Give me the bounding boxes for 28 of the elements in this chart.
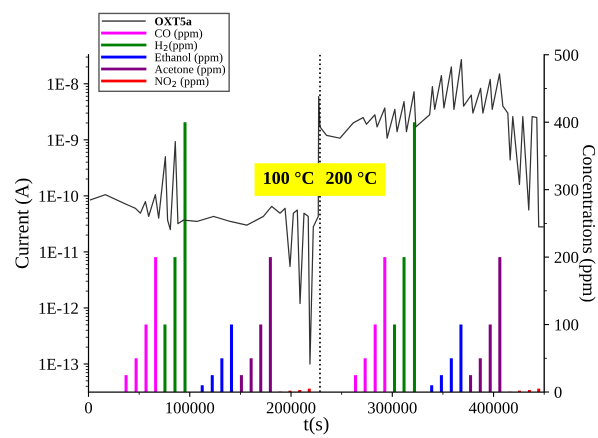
y-tick-label: 1E-9 [48,134,78,146]
x-tick-label: 200000 [266,402,316,414]
legend-label: Ethanol (ppm) [154,53,222,64]
y2-tick-label: 0 [554,386,562,398]
x-axis-title: t(s) [304,416,328,434]
y-tick-label: 1E-13 [40,358,78,370]
legend-label: OXT5a [155,17,192,26]
y-tick-label: 1E-11 [40,246,78,258]
y-tick-label: 1E-8 [48,78,78,90]
y-tick-label: 1E-12 [40,302,78,314]
y2-axis-title: Concentrations (ppm) [579,145,596,302]
legend-label: H$_{2}$(ppm) [154,40,197,52]
x-tick-label: 0 [84,402,92,414]
y-tick-label: 1E-10 [40,190,78,202]
y2-tick-label: 400 [554,116,578,128]
y2-tick-label: 200 [554,252,578,264]
x-tick-label: 100000 [166,402,214,414]
x-tick-label: 300000 [368,402,417,414]
legend-label: Acetone (ppm) [154,64,226,76]
annotation: 200 °C [326,172,376,184]
y2-tick-label: 100 [555,319,578,331]
y-axis-title: Current (A) [14,178,32,268]
legend-label: NO$_{2}$ (ppm) [154,76,208,88]
legend-label: CO (ppm) [154,29,202,40]
x-tick-label: 400000 [468,402,518,414]
annotation: 100 °C [264,172,314,184]
y2-tick-label: 500 [554,49,578,61]
y2-tick-label: 300 [554,184,578,196]
